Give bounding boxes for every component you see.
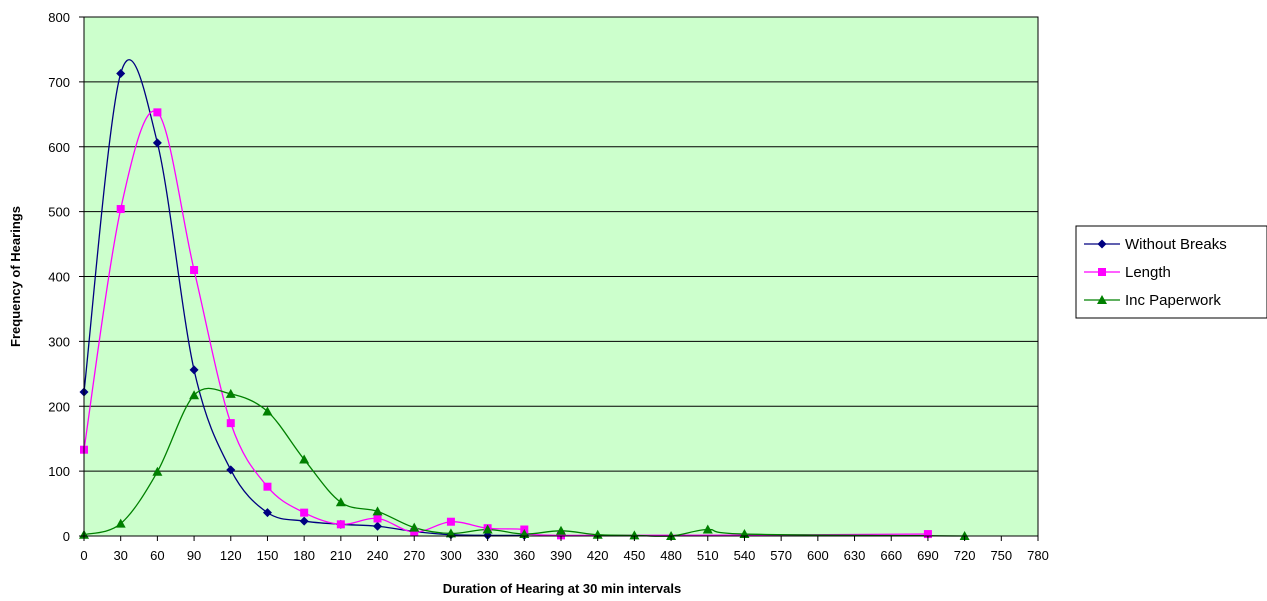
y-tick-label: 500 xyxy=(48,205,70,220)
data-point-series-2 xyxy=(116,205,125,214)
data-point-series-2 xyxy=(263,482,272,491)
y-axis-ticks: 0 100 200 300 400 500 600 700 800 xyxy=(48,10,84,544)
legend-label-1: Without Breaks xyxy=(1125,236,1227,253)
x-tick-label: 60 xyxy=(150,548,164,563)
data-point-series-3 xyxy=(299,454,310,464)
data-point-series-3 xyxy=(445,528,456,538)
data-point-series-3 xyxy=(556,525,566,535)
x-tick-label: 0 xyxy=(80,548,87,563)
data-point-series-3 xyxy=(409,522,420,532)
y-tick-label: 400 xyxy=(48,270,70,285)
x-tick-label: 630 xyxy=(844,548,866,563)
x-tick-label: 90 xyxy=(187,548,201,563)
y-axis-title: Frequency of Hearings xyxy=(8,206,23,347)
x-tick-label: 420 xyxy=(587,548,609,563)
x-tick-label: 750 xyxy=(990,548,1012,563)
data-point-series-2 xyxy=(190,266,199,275)
data-point-series-1 xyxy=(152,138,162,148)
y-tick-label: 200 xyxy=(48,399,70,414)
data-point-series-3 xyxy=(702,524,713,534)
gridlines xyxy=(84,16,1038,472)
x-tick-label: 690 xyxy=(917,548,939,563)
x-tick-label: 660 xyxy=(880,548,902,563)
legend-marker-1 xyxy=(1097,239,1107,249)
y-tick-label: 300 xyxy=(48,334,70,349)
data-point-series-3 xyxy=(189,390,200,400)
x-tick-label: 600 xyxy=(807,548,829,563)
x-tick-label: 330 xyxy=(477,548,499,563)
x-tick-label: 270 xyxy=(403,548,425,563)
data-point-series-3 xyxy=(152,466,163,476)
y-tick-label: 700 xyxy=(48,75,70,90)
x-tick-label: 390 xyxy=(550,548,572,563)
y-tick-label: 0 xyxy=(63,529,70,544)
legend: Without Breaks Length Inc Paperwork xyxy=(1075,225,1267,319)
data-point-series-2 xyxy=(446,517,455,526)
legend-marker-2 xyxy=(1098,268,1106,276)
data-point-series-1 xyxy=(373,521,383,531)
data-point-series-2 xyxy=(557,531,565,540)
legend-label-3: Inc Paperwork xyxy=(1125,292,1221,309)
data-point-series-1 xyxy=(189,365,199,375)
x-tick-label: 780 xyxy=(1027,548,1049,563)
x-tick-label: 240 xyxy=(367,548,389,563)
x-tick-label: 720 xyxy=(954,548,976,563)
y-tick-label: 600 xyxy=(48,140,70,155)
x-axis-title: Duration of Hearing at 30 min intervals xyxy=(443,581,681,596)
data-point-series-2 xyxy=(300,508,309,517)
x-tick-label: 540 xyxy=(734,548,756,563)
data-point-series-3 xyxy=(115,518,126,528)
y-tick-label: 800 xyxy=(48,10,70,25)
data-point-series-2 xyxy=(226,419,235,428)
data-point-series-3 xyxy=(482,524,493,534)
legend-marker-3 xyxy=(1097,295,1107,304)
data-point-series-1 xyxy=(262,508,272,518)
x-tick-label: 450 xyxy=(624,548,646,563)
x-tick-label: 180 xyxy=(293,548,315,563)
x-tick-label: 480 xyxy=(660,548,682,563)
x-tick-label: 300 xyxy=(440,548,462,563)
data-point-series-2 xyxy=(373,514,382,523)
series-line-1 xyxy=(83,59,525,537)
legend-box xyxy=(1075,225,1267,319)
data-point-series-1 xyxy=(116,68,126,78)
x-tick-label: 120 xyxy=(220,548,242,563)
data-point-series-1 xyxy=(299,516,309,526)
x-tick-label: 570 xyxy=(770,548,792,563)
x-tick-label: 210 xyxy=(330,548,352,563)
data-point-series-3 xyxy=(372,506,383,516)
data-point-series-3 xyxy=(629,530,640,540)
x-tick-label: 30 xyxy=(113,548,127,563)
data-point-series-2 xyxy=(410,528,419,537)
data-point-series-1 xyxy=(226,465,236,475)
data-point-series-3 xyxy=(262,406,273,416)
x-axis-ticks: 0 30 60 90 120 150 180 210 240 270 300 330 360 390 420… xyxy=(80,536,1049,563)
data-point-series-2 xyxy=(923,530,932,539)
x-tick-label: 510 xyxy=(697,548,719,563)
x-tick-label: 360 xyxy=(513,548,535,563)
data-point-series-3 xyxy=(335,497,346,507)
y-tick-label: 100 xyxy=(48,464,70,479)
data-point-series-2 xyxy=(153,108,162,117)
legend-label-2: Length xyxy=(1125,264,1171,281)
data-point-series-3 xyxy=(225,388,236,398)
x-tick-label: 150 xyxy=(257,548,279,563)
data-point-series-2 xyxy=(336,520,345,529)
